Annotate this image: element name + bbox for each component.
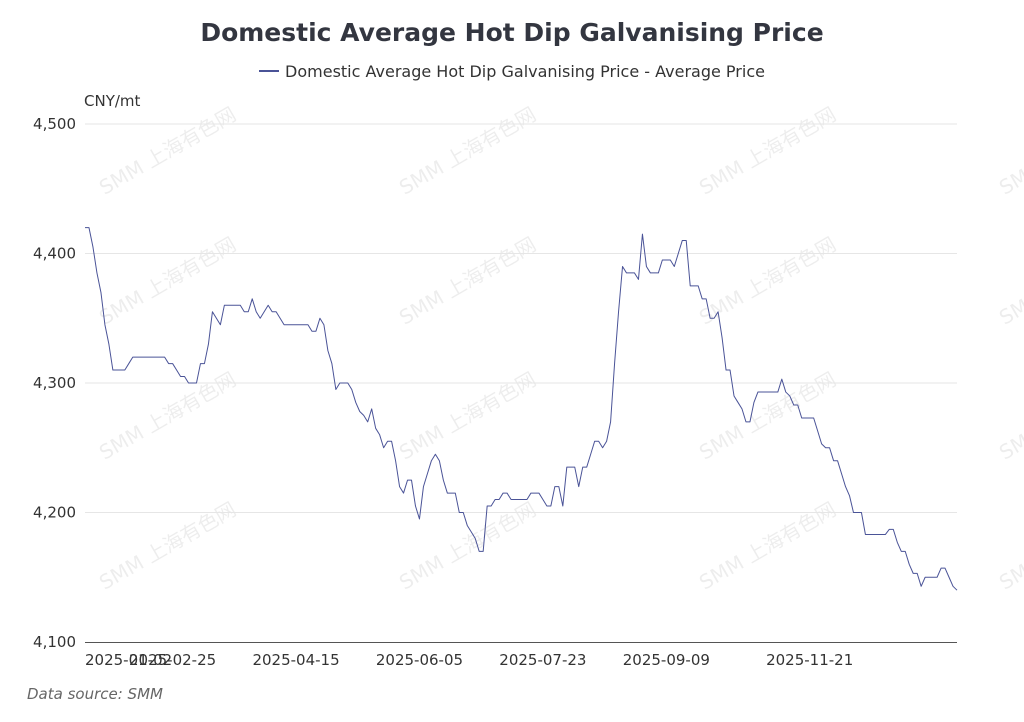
y-tick-label: 4,200	[33, 504, 76, 522]
chart-legend[interactable]: Domestic Average Hot Dip Galvanising Pri…	[0, 62, 1024, 81]
chart-title: Domestic Average Hot Dip Galvanising Pri…	[200, 18, 824, 47]
x-tick-label: 2025-07-23	[499, 651, 586, 669]
x-tick-label: 2025-09-09	[623, 651, 710, 669]
x-tick-label: 2025-06-05	[376, 651, 463, 669]
y-tick-label: 4,500	[33, 115, 76, 133]
x-tick-label: 2025-01-02	[85, 651, 172, 669]
legend-series-label: Domestic Average Hot Dip Galvanising Pri…	[285, 62, 765, 81]
y-tick-label: 4,100	[33, 633, 76, 651]
y-axis-unit-label: CNY/mt	[84, 92, 141, 110]
y-axis-ticks: 4,100 4,200 4,300 4,400 4,500	[33, 115, 76, 651]
x-tick-label: 2025-11-21	[766, 651, 853, 669]
legend-line-swatch	[259, 69, 280, 72]
price-series-line	[85, 227, 958, 591]
y-tick-label: 4,300	[33, 374, 76, 392]
grid-lines	[85, 123, 957, 513]
y-tick-label: 4,400	[33, 245, 76, 263]
x-tick-label: 2025-04-15	[252, 651, 339, 669]
data-source-label: Data source: SMM	[27, 685, 163, 703]
x-tick-label: 2025-02-25	[129, 651, 216, 669]
